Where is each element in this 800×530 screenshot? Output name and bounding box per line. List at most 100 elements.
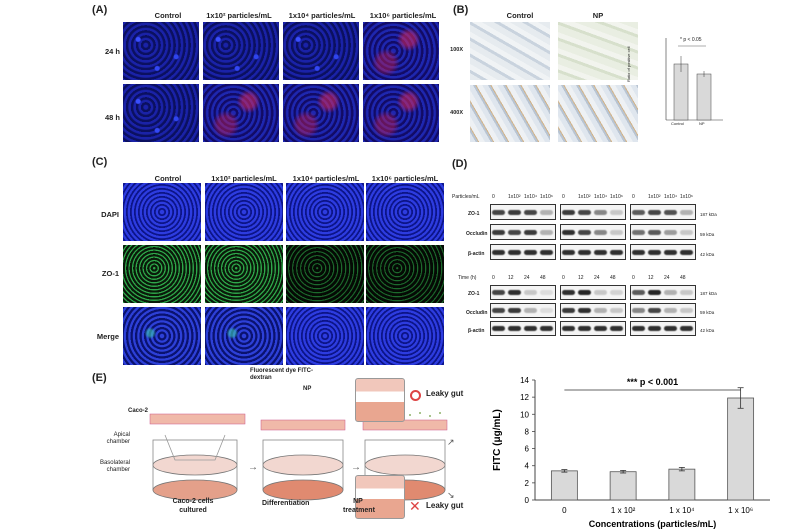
micrograph bbox=[366, 307, 444, 365]
bar-np bbox=[696, 73, 712, 121]
panel-b-ylabel: Ratio of positive cell bbox=[626, 46, 631, 82]
panel-c-row-0: DAPI bbox=[101, 210, 119, 219]
panel-b-chart bbox=[665, 38, 723, 121]
blot-strip bbox=[560, 204, 626, 220]
blot-lane-header: 48 bbox=[610, 275, 616, 281]
blot-band bbox=[524, 209, 537, 215]
arrow-icon: ↗ bbox=[447, 437, 455, 447]
blot-strip bbox=[630, 204, 696, 220]
blot-band bbox=[524, 308, 537, 313]
blot-strip bbox=[560, 224, 626, 240]
arrow-icon: → bbox=[248, 462, 258, 473]
blot-lane-header: 1x10⁶ bbox=[540, 194, 553, 200]
micrograph bbox=[123, 84, 199, 142]
panel-b-cat-0: Control bbox=[671, 121, 684, 126]
blot-band bbox=[562, 229, 575, 235]
d-kda-2: 42 kDa bbox=[700, 252, 715, 257]
d-kda-b-1: 59 kDa bbox=[700, 310, 715, 315]
panel-a-col-1: 1x10² particles/mL bbox=[206, 11, 272, 20]
blot-band bbox=[540, 209, 553, 215]
blot-band bbox=[540, 326, 553, 331]
panel-b-row-1: 400X bbox=[450, 110, 463, 116]
leaky-gut-yes: Leaky gut bbox=[426, 389, 464, 398]
blot-band bbox=[594, 326, 607, 331]
panel-c-col-1: 1x10² particles/mL bbox=[211, 174, 277, 183]
blot-band bbox=[594, 229, 607, 235]
blot-band bbox=[594, 209, 607, 215]
panel-b-label: (B) bbox=[453, 4, 469, 16]
panel-a-row-1: 48 h bbox=[104, 113, 120, 122]
leaky-well bbox=[355, 378, 405, 422]
d-row-actin-b: β-actin bbox=[468, 328, 485, 334]
blot-band bbox=[578, 229, 591, 235]
blot-band bbox=[578, 209, 591, 215]
label-cultured: Caco-2 cells cultured bbox=[172, 498, 214, 514]
d-kda-b-2: 42 kDa bbox=[700, 328, 715, 333]
d-kda-1: 59 kDa bbox=[700, 232, 715, 237]
panel-a-col-0: Control bbox=[154, 11, 182, 20]
blot-lane-header: 12 bbox=[578, 275, 584, 281]
blot-band bbox=[632, 229, 645, 235]
blot-band bbox=[610, 229, 623, 235]
blot-band bbox=[632, 249, 645, 255]
panel-c-row-1: ZO-1 bbox=[101, 269, 119, 278]
blot-band bbox=[680, 308, 693, 313]
y-axis-label: FITC (μg/mL) bbox=[492, 409, 503, 471]
panel-a-label: (A) bbox=[92, 4, 108, 16]
d-kda-0: 187 kDa bbox=[700, 212, 717, 217]
blot-band bbox=[524, 229, 537, 235]
panel-c-label: (C) bbox=[92, 156, 108, 168]
blot-band bbox=[508, 229, 521, 235]
panel-c-col-3: 1x10⁶ particles/mL bbox=[371, 174, 439, 183]
blot-band bbox=[524, 290, 537, 295]
blot-band bbox=[562, 326, 575, 331]
blot-band bbox=[648, 229, 661, 235]
blot-band bbox=[610, 209, 623, 215]
blot-band bbox=[578, 249, 591, 255]
blot-lane-header: 1x10² bbox=[578, 194, 591, 200]
panel-b-col-1: NP bbox=[592, 11, 604, 20]
blot-band bbox=[610, 290, 623, 295]
label-basolateral: Basolateral chamber bbox=[99, 460, 130, 473]
blot-strip bbox=[630, 244, 696, 260]
y-tick-label: 2 bbox=[525, 479, 530, 488]
blot-band bbox=[578, 308, 591, 313]
panel-c-col-0: Control bbox=[154, 174, 182, 183]
blot-band bbox=[492, 290, 505, 295]
y-tick-label: 12 bbox=[520, 393, 529, 402]
blot-band bbox=[610, 249, 623, 255]
bar bbox=[550, 470, 578, 501]
blot-band bbox=[492, 229, 505, 235]
blot-band bbox=[578, 326, 591, 331]
panel-c-row-2: Merge bbox=[96, 332, 119, 341]
label-differentiation: Differentiation bbox=[262, 500, 310, 507]
blot-lane-header: 0 bbox=[562, 275, 565, 281]
d-top-header-label: Particles/mL bbox=[452, 194, 480, 200]
blot-band bbox=[540, 229, 553, 235]
micrograph bbox=[123, 22, 199, 80]
blot-band bbox=[540, 249, 553, 255]
panel-c-col-2: 1x10⁴ particles/mL bbox=[292, 174, 360, 183]
blot-band bbox=[664, 209, 677, 215]
blot-band bbox=[562, 290, 575, 295]
blot-lane-header: 0 bbox=[492, 194, 495, 200]
blot-band bbox=[664, 326, 677, 331]
blot-band bbox=[664, 308, 677, 313]
blot-strip bbox=[490, 224, 556, 240]
d-row-actin: β-actin bbox=[468, 251, 485, 257]
label-np: NP bbox=[303, 386, 312, 392]
micrograph bbox=[366, 245, 444, 303]
blot-band bbox=[648, 209, 661, 215]
blot-lane-header: 24 bbox=[594, 275, 600, 281]
micrograph bbox=[286, 307, 364, 365]
panel-b-row-0: 100X bbox=[450, 47, 463, 53]
blot-band bbox=[492, 308, 505, 313]
blot-band bbox=[680, 249, 693, 255]
blot-strip bbox=[560, 244, 626, 260]
blot-band bbox=[648, 326, 661, 331]
blot-lane-header: 12 bbox=[648, 275, 654, 281]
y-tick-label: 8 bbox=[525, 427, 530, 436]
blot-band bbox=[508, 290, 521, 295]
blot-strip bbox=[490, 321, 556, 336]
transwell-1 bbox=[149, 413, 246, 501]
